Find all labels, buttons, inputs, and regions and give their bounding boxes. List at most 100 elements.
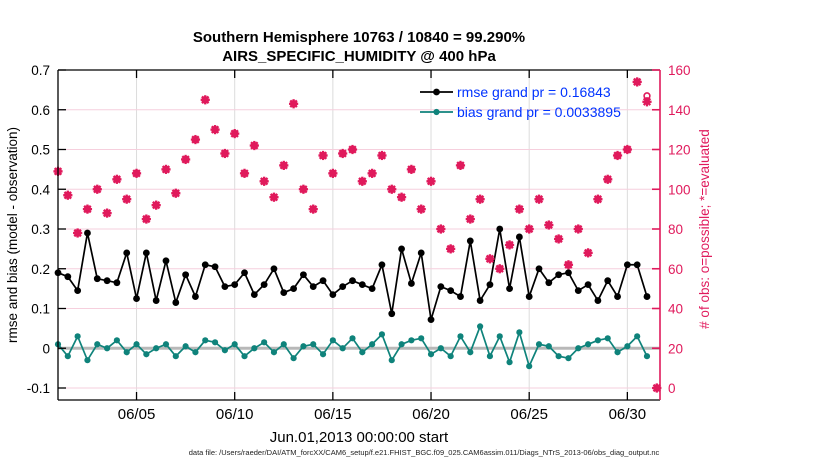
obs-evaluated-marker bbox=[92, 184, 102, 194]
y-tick-label-left: 0.1 bbox=[31, 302, 50, 317]
obs-evaluated-marker bbox=[230, 129, 240, 139]
rmse-marker bbox=[74, 287, 82, 295]
bias-marker bbox=[565, 355, 572, 362]
rmse-marker bbox=[231, 281, 239, 289]
bias-marker bbox=[261, 339, 268, 346]
obs-evaluated-marker bbox=[161, 164, 171, 174]
rmse-marker bbox=[280, 289, 288, 296]
chart-subtitle: AIRS_SPECIFIC_HUMIDITY @ 400 hPa bbox=[222, 48, 496, 65]
rmse-marker bbox=[270, 265, 278, 273]
obs-evaluated-marker bbox=[593, 194, 603, 204]
obs-evaluated-marker bbox=[357, 176, 367, 186]
bias-marker bbox=[624, 343, 631, 350]
rmse-marker bbox=[457, 293, 464, 300]
rmse-marker bbox=[241, 269, 248, 277]
obs-evaluated-marker bbox=[495, 264, 505, 274]
rmse-marker bbox=[506, 285, 513, 293]
bias-marker bbox=[545, 343, 552, 350]
rmse-marker bbox=[486, 281, 494, 289]
bias-marker bbox=[418, 335, 425, 342]
rmse-marker bbox=[93, 275, 101, 283]
bias-marker bbox=[123, 349, 130, 356]
obs-evaluated-marker bbox=[446, 244, 456, 254]
bias-marker bbox=[251, 345, 258, 352]
bias-marker bbox=[369, 341, 376, 348]
y-tick-label-left: 0.5 bbox=[31, 143, 50, 158]
obs-evaluated-marker bbox=[573, 224, 583, 234]
rmse-marker bbox=[152, 297, 160, 304]
right-y-axis-label: # of obs: o=possible; *=evaluated bbox=[697, 129, 712, 329]
rmse-marker bbox=[623, 261, 631, 269]
rmse-marker bbox=[447, 287, 455, 295]
rmse-marker bbox=[182, 271, 190, 279]
y-tick-label-right: 80 bbox=[668, 222, 683, 237]
rmse-marker bbox=[555, 271, 563, 279]
rmse-marker bbox=[339, 283, 347, 291]
rmse-marker bbox=[525, 293, 533, 300]
bias-marker bbox=[94, 341, 101, 348]
obs-evaluated-marker bbox=[406, 164, 416, 174]
rmse-marker bbox=[604, 277, 612, 285]
bias-marker bbox=[408, 337, 415, 344]
obs-evaluated-marker bbox=[288, 99, 299, 109]
x-tick-label: 06/30 bbox=[609, 406, 647, 423]
y-tick-label-right: 100 bbox=[668, 182, 691, 197]
bias-marker bbox=[84, 357, 91, 364]
rmse-marker bbox=[300, 271, 307, 279]
rmse-marker bbox=[565, 269, 572, 277]
rmse-marker bbox=[368, 285, 376, 293]
bias-marker bbox=[535, 341, 543, 348]
obs-evaluated-marker bbox=[504, 240, 515, 250]
rmse-marker bbox=[133, 295, 140, 302]
bias-marker bbox=[496, 333, 503, 340]
obs-evaluated-marker bbox=[239, 168, 250, 178]
bias-marker bbox=[477, 323, 484, 330]
obs-evaluated-marker bbox=[63, 190, 73, 200]
y-tick-label-left: 0 bbox=[42, 341, 50, 356]
axes-spines bbox=[57, 69, 661, 401]
bias-marker bbox=[153, 345, 160, 352]
bias-marker bbox=[172, 353, 179, 360]
bias-marker bbox=[584, 341, 592, 348]
rmse-marker bbox=[496, 225, 504, 233]
right-ytick-labels: 160 140 120 100 80 60 40 20 0 bbox=[668, 63, 691, 396]
y-tick-label-right: 0 bbox=[668, 381, 676, 396]
obs-evaluated-marker bbox=[426, 176, 436, 186]
rmse-marker bbox=[437, 283, 445, 291]
legend-label-bias: bias grand pr = 0.0033895 bbox=[457, 104, 621, 120]
obs-evaluated-marker bbox=[259, 176, 269, 186]
obs-evaluated-marker bbox=[122, 194, 132, 204]
bias-marker bbox=[133, 341, 140, 348]
bias-marker bbox=[506, 359, 513, 366]
bias-marker bbox=[467, 349, 474, 356]
obs-evaluated-marker bbox=[141, 214, 151, 224]
obs-evaluated-marker bbox=[338, 148, 348, 159]
rmse-marker bbox=[643, 293, 651, 300]
y-tick-label-right: 60 bbox=[668, 262, 683, 277]
obs-evaluated-marker bbox=[102, 208, 112, 218]
obs-evaluated-marker bbox=[436, 224, 446, 234]
bias-marker bbox=[192, 349, 199, 356]
obs-evaluated-marker bbox=[612, 150, 623, 161]
obs-evaluated-marker bbox=[554, 234, 564, 244]
left-y-axis-label: rmse and bias (model - observation) bbox=[5, 127, 20, 343]
obs-evaluated-marker bbox=[475, 194, 485, 204]
rmse-marker bbox=[594, 297, 602, 304]
rmse-marker bbox=[113, 279, 121, 287]
bias-marker bbox=[221, 347, 228, 354]
obs-evaluated-marker bbox=[524, 224, 534, 234]
x-axis-label: Jun.01,2013 00:00:00 start bbox=[270, 429, 449, 446]
data-file-footer: data file: /Users/raeder/DAI/ATM_forcXX/… bbox=[189, 448, 660, 457]
obs-evaluated-marker bbox=[200, 95, 210, 105]
legend-label-rmse: rmse grand pr = 0.16843 bbox=[457, 84, 611, 100]
y-tick-label-right: 40 bbox=[668, 302, 683, 317]
obs-evaluated-marker bbox=[151, 200, 161, 210]
obs-evaluated-marker bbox=[455, 160, 466, 170]
rmse-marker bbox=[515, 233, 523, 241]
bias-line bbox=[57, 323, 648, 369]
obs-evaluated-marker bbox=[485, 254, 495, 264]
rmse-marker bbox=[545, 279, 553, 287]
obs-evaluated-marker bbox=[514, 204, 524, 214]
rmse-marker bbox=[123, 249, 131, 257]
bias-marker bbox=[231, 341, 238, 348]
